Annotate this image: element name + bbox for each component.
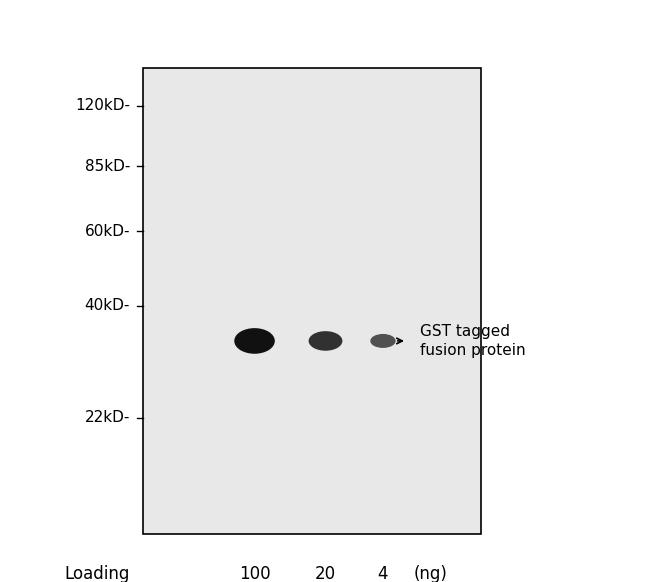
Text: 22kD-: 22kD-	[84, 410, 130, 425]
Ellipse shape	[234, 328, 275, 354]
FancyBboxPatch shape	[143, 68, 481, 534]
Text: (ng): (ng)	[413, 565, 447, 582]
Text: 85kD-: 85kD-	[84, 159, 130, 173]
Text: 60kD-: 60kD-	[84, 224, 130, 239]
Text: 4: 4	[378, 565, 388, 582]
Ellipse shape	[370, 334, 396, 348]
Text: Loading: Loading	[64, 565, 130, 582]
Text: 40kD-: 40kD-	[84, 299, 130, 314]
Text: GST tagged
fusion protein: GST tagged fusion protein	[420, 324, 526, 359]
Text: 120kD-: 120kD-	[75, 98, 130, 113]
Text: 20: 20	[315, 565, 336, 582]
Text: 100: 100	[239, 565, 270, 582]
Ellipse shape	[309, 331, 343, 351]
